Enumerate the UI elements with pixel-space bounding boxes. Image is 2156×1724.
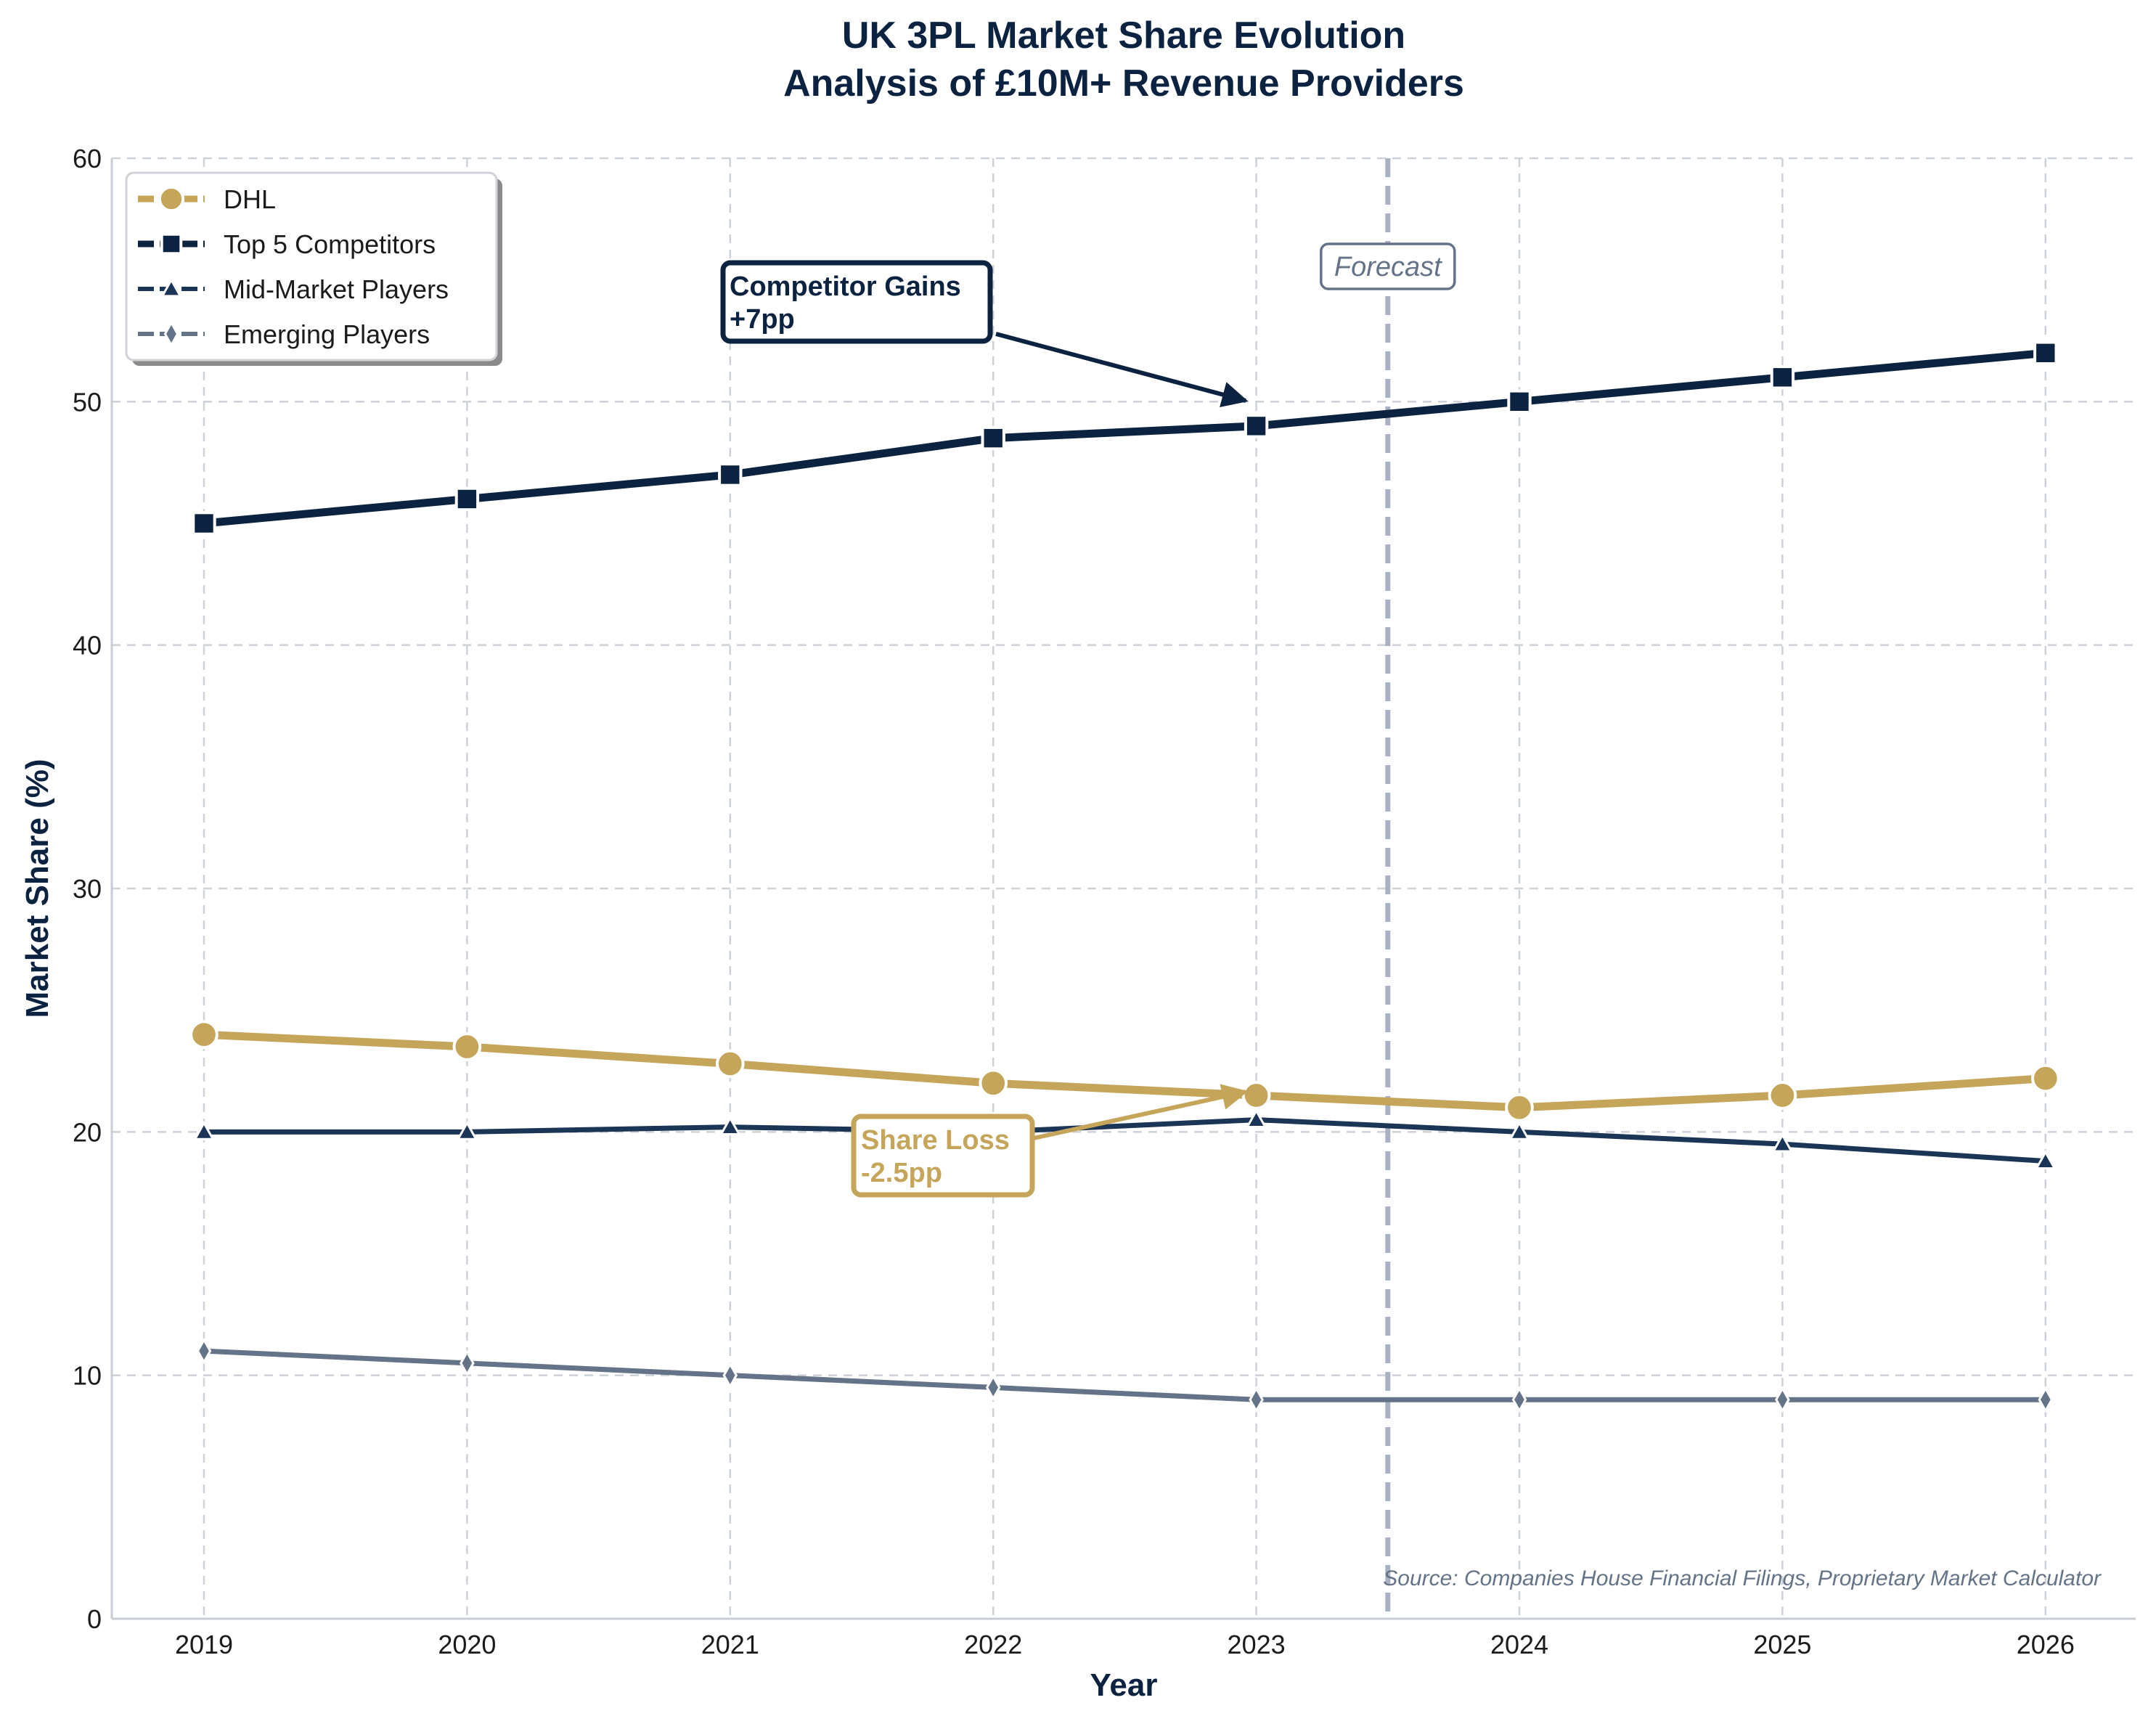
legend-marker-mid-market-players — [160, 277, 182, 298]
data-point-emerging-players — [2038, 1386, 2054, 1413]
data-point-dhl — [1768, 1081, 1797, 1110]
annotation-box-share-loss — [851, 1114, 1035, 1198]
data-point-mid-market-players — [1771, 1132, 1794, 1153]
data-point-emerging-players — [460, 1349, 475, 1377]
x-tick-label: 2020 — [438, 1630, 496, 1659]
data-point-top-5-competitors — [454, 486, 480, 512]
data-point-mid-market-players — [719, 1116, 741, 1136]
annotation-box-competitor-gains — [720, 260, 993, 344]
forecast-divider: Forecast — [1320, 158, 1456, 1619]
legend-marker-top-5-competitors — [160, 232, 183, 256]
data-point-mid-market-players — [193, 1120, 215, 1140]
legend-marker-dhl — [158, 185, 185, 213]
data-point-mid-market-players — [1245, 1108, 1267, 1128]
legend: DHL Top 5 Competitors Mid-Market Players Em… — [125, 171, 502, 366]
series-top-5-competitors — [192, 340, 2058, 536]
y-tick-label: 20 — [73, 1117, 102, 1147]
legend-label-mid-market-players: Mid-Market Players — [224, 274, 449, 304]
y-tick-label: 50 — [73, 387, 102, 417]
data-point-mid-market-players — [1508, 1120, 1530, 1140]
series-line-top-5-competitors — [200, 348, 2050, 528]
series-dhl — [189, 1020, 2060, 1122]
y-tick-label: 0 — [87, 1604, 102, 1634]
data-point-top-5-competitors — [2033, 340, 2058, 365]
source-note: Source: Companies House Financial Filing… — [1383, 1566, 2102, 1590]
data-point-top-5-competitors — [1244, 414, 1269, 438]
legend-items: DHL Top 5 Competitors Mid-Market Players Em… — [138, 184, 449, 349]
series-line-emerging-players — [201, 1348, 2049, 1402]
x-tick-label: 2022 — [964, 1630, 1022, 1659]
series-emerging-players — [196, 1337, 2054, 1413]
data-point-emerging-players — [985, 1374, 1001, 1401]
series-line-mid-market-players — [201, 1117, 2049, 1164]
chart-title-line2: Analysis of £10M+ Revenue Providers — [783, 62, 1464, 105]
data-point-emerging-players — [722, 1362, 738, 1389]
legend-label-dhl: DHL — [224, 184, 276, 214]
x-tick-label: 2025 — [1753, 1630, 1811, 1659]
data-point-dhl — [452, 1032, 482, 1061]
data-point-emerging-players — [1775, 1386, 1790, 1413]
data-point-dhl — [189, 1020, 219, 1050]
x-axis-label: Year — [1090, 1667, 1158, 1703]
data-point-top-5-competitors — [1770, 365, 1795, 390]
data-point-mid-market-players — [2034, 1150, 2057, 1169]
forecast-label-box — [1320, 242, 1456, 290]
x-tick-label: 2021 — [701, 1630, 759, 1659]
annotation-text-competitor-gains-line2: +7pp — [730, 304, 795, 335]
data-point-top-5-competitors — [192, 511, 216, 536]
forecast-label: Forecast — [1334, 252, 1442, 282]
data-point-top-5-competitors — [981, 425, 1005, 451]
y-tick-labels: 0 10 20 30 40 50 60 — [73, 144, 102, 1634]
data-point-top-5-competitors — [718, 462, 743, 487]
legend-frame — [125, 171, 498, 361]
data-point-dhl — [1241, 1081, 1271, 1110]
annotation-text-share-loss-line1: Share Loss — [861, 1125, 1010, 1156]
x-tick-label: 2026 — [2017, 1630, 2075, 1659]
annotation-text-share-loss-line2: -2.5pp — [861, 1158, 942, 1188]
data-point-dhl — [2030, 1063, 2060, 1093]
data-point-emerging-players — [196, 1337, 212, 1365]
data-point-dhl — [1505, 1092, 1534, 1122]
y-axis-label: Market Share (%) — [20, 759, 55, 1018]
y-tick-label: 10 — [73, 1361, 102, 1391]
annotations: Competitor Gains +7pp Share Loss -2.5pp — [720, 260, 1249, 1198]
data-point-mid-market-players — [456, 1120, 478, 1140]
chart-title-line1: UK 3PL Market Share Evolution — [842, 15, 1405, 57]
data-point-dhl — [715, 1049, 745, 1079]
y-tick-label: 40 — [73, 631, 102, 661]
data-point-emerging-players — [1249, 1386, 1264, 1413]
x-tick-labels: 2019 2020 2021 2022 2023 2024 2025 2026 — [175, 1630, 2075, 1659]
y-tick-label: 30 — [73, 874, 102, 904]
x-tick-label: 2019 — [175, 1630, 233, 1659]
legend-marker-emerging-players — [163, 320, 179, 348]
data-point-emerging-players — [1511, 1386, 1527, 1413]
annotation-arrow-competitor-gains — [995, 332, 1249, 408]
annotation-text-competitor-gains-line1: Competitor Gains — [730, 271, 961, 302]
series-line-dhl — [200, 1030, 2050, 1112]
data-point-top-5-competitors — [1507, 389, 1532, 414]
series-group — [189, 340, 2060, 1413]
legend-label-emerging-players: Emerging Players — [224, 319, 430, 349]
x-tick-label: 2024 — [1490, 1630, 1548, 1659]
x-tick-label: 2023 — [1228, 1630, 1286, 1659]
annotation-arrow-share-loss — [1033, 1084, 1249, 1140]
data-point-dhl — [979, 1069, 1008, 1098]
legend-label-top-5-competitors: Top 5 Competitors — [224, 229, 436, 259]
y-tick-label: 60 — [73, 144, 102, 173]
